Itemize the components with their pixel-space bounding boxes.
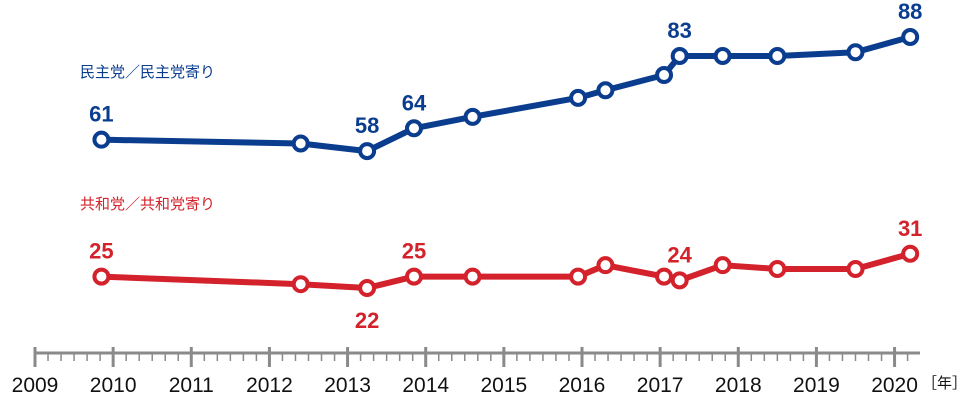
data-point-republican — [291, 275, 310, 294]
data-label-democrat: 58 — [355, 113, 379, 138]
x-tick-label: 2017 — [637, 374, 684, 397]
data-point-republican — [358, 279, 377, 297]
data-point-democrat — [404, 119, 423, 138]
data-point-democrat — [901, 28, 920, 46]
data-point-republican — [901, 244, 920, 263]
series-name-republican: 共和党／共和党寄り — [80, 195, 215, 213]
data-label-democrat: 88 — [898, 0, 922, 24]
x-axis-unit-label: ［年］ — [922, 374, 960, 392]
data-point-democrat — [768, 47, 787, 66]
data-label-republican: 25 — [89, 239, 113, 264]
data-point-republican — [569, 267, 588, 286]
x-axis: 2009 2010 2011 2012 2013 2014 2015 2016 2017 2018… — [12, 347, 960, 397]
data-label-republican: 24 — [667, 242, 692, 267]
data-point-democrat — [670, 47, 689, 66]
data-point-republican — [670, 271, 689, 290]
data-point-democrat — [463, 107, 482, 126]
data-point-democrat — [569, 88, 588, 107]
series-layer — [92, 28, 920, 297]
data-point-democrat — [291, 134, 310, 153]
data-point-democrat — [655, 66, 674, 85]
x-tick-label: 2018 — [715, 374, 762, 397]
data-label-democrat: 64 — [402, 90, 427, 115]
data-point-republican — [92, 267, 111, 286]
data-label-republican: 22 — [355, 308, 379, 333]
data-point-democrat — [596, 81, 615, 100]
x-tick-label: 2019 — [793, 374, 840, 397]
data-point-republican — [768, 259, 787, 278]
data-point-democrat — [713, 47, 732, 66]
data-label-republican: 31 — [898, 216, 922, 241]
data-label-republican: 25 — [402, 239, 426, 264]
x-tick-label: 2014 — [402, 374, 449, 397]
data-labels: 民主党／民主党寄り 61 58 64 83 88 共和党／共和党寄り 25 22 25 24 31 — [80, 0, 922, 333]
data-point-democrat — [846, 43, 865, 62]
data-point-republican — [846, 259, 865, 278]
x-tick-label: 2016 — [559, 374, 606, 397]
x-tick-label: 2011 — [169, 374, 214, 397]
data-label-democrat: 61 — [89, 102, 113, 127]
data-point-democrat — [92, 130, 111, 149]
x-tick-label: 2010 — [90, 374, 137, 397]
x-tick-label: 2012 — [246, 374, 293, 397]
data-point-republican — [404, 267, 423, 286]
data-point-republican — [596, 256, 615, 275]
x-tick-label: 2009 — [12, 374, 59, 397]
x-tick-label: 2020 — [871, 374, 918, 397]
data-point-republican — [463, 267, 482, 286]
x-tick-label: 2013 — [324, 374, 371, 397]
series-line-republican — [98, 250, 914, 291]
data-point-republican — [655, 267, 674, 286]
series-line-democrat — [98, 34, 914, 155]
data-label-democrat: 83 — [667, 18, 691, 43]
series-name-democrat: 民主党／民主党寄り — [80, 63, 215, 81]
x-tick-label: 2015 — [480, 374, 527, 397]
data-point-democrat — [358, 142, 377, 161]
data-point-republican — [713, 256, 732, 275]
